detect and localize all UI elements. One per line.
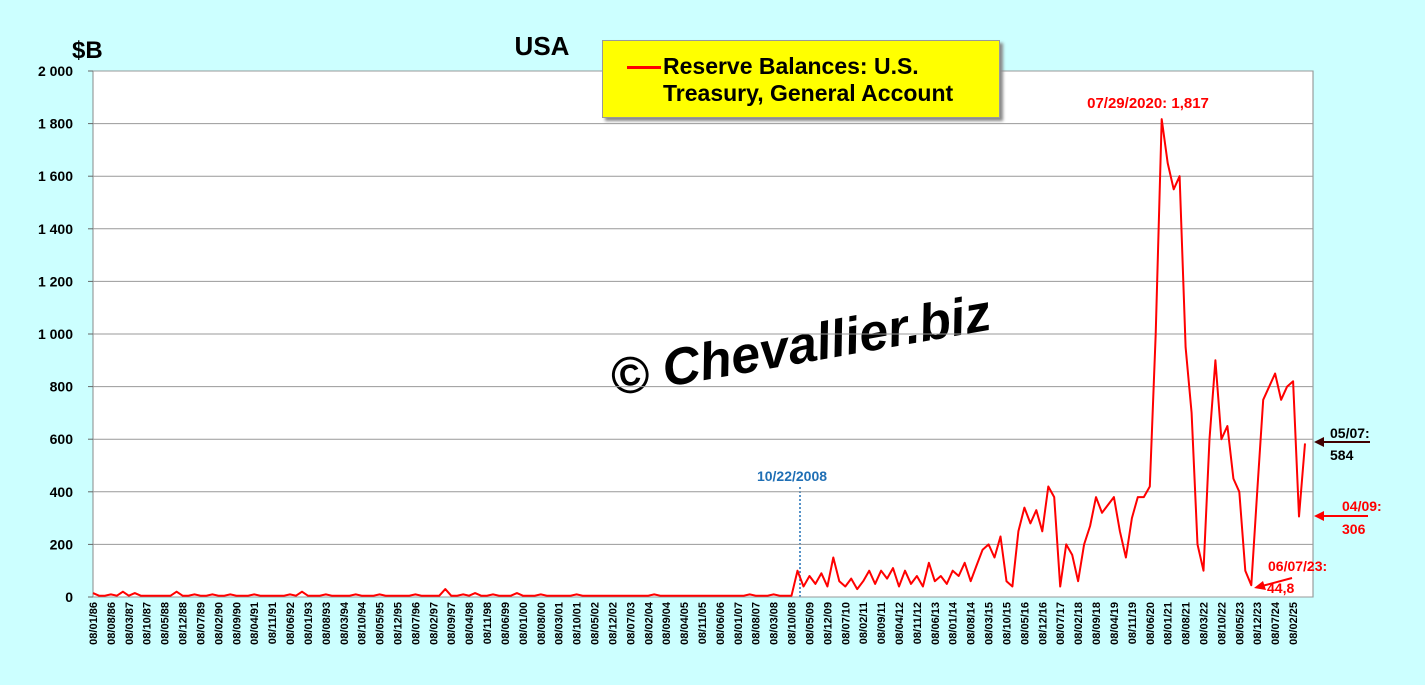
x-tick-label: 08/05/09 (804, 602, 816, 645)
x-tick-label: 08/04/12 (894, 602, 906, 645)
x-tick-label: 08/08/93 (321, 602, 333, 645)
x-tick-label: 08/06/92 (285, 602, 297, 645)
x-tick-label: 08/01/00 (518, 602, 530, 645)
x-tick-label: 08/12/02 (607, 602, 619, 645)
x-tick-label: 08/11/12 (912, 602, 924, 644)
x-tick-label: 08/09/90 (231, 602, 243, 645)
x-tick-label: 08/07/10 (840, 602, 852, 645)
y-tick-label: 800 (50, 379, 74, 395)
x-tick-label: 08/01/86 (88, 602, 100, 645)
x-tick-label: 08/12/88 (178, 602, 190, 645)
x-tick-label: 08/10/22 (1216, 602, 1228, 645)
legend-swatch (627, 66, 661, 69)
x-tick-label: 08/06/20 (1145, 602, 1157, 645)
y-unit: $B (72, 37, 103, 64)
x-tick-label: 08/11/91 (267, 602, 279, 644)
arrow (1261, 577, 1293, 587)
x-tick-label: 08/08/00 (536, 602, 548, 645)
x-tick-label: 08/03/94 (339, 601, 351, 645)
x-tick-label: 08/09/11 (876, 602, 888, 644)
data-line (92, 118, 1306, 597)
x-tick-label: 08/08/86 (106, 602, 118, 645)
annotation: 584 (1330, 447, 1354, 463)
x-tick-label: 08/07/03 (625, 602, 637, 645)
y-tick-label: 1 000 (38, 326, 73, 342)
x-tick-label: 08/06/13 (930, 602, 942, 645)
x-tick-label: 08/04/05 (679, 602, 691, 645)
annotation: 06/07/23: (1268, 558, 1327, 574)
x-tick-label: 08/10/08 (787, 602, 799, 645)
x-tick-label: 08/05/16 (1019, 602, 1031, 645)
x-tick-label: 08/02/97 (428, 602, 440, 645)
x-tick-label: 08/01/14 (948, 601, 960, 645)
x-tick-label: 08/03/01 (554, 602, 566, 645)
chart-title: USA (515, 31, 570, 61)
x-tick-label: 08/02/18 (1073, 602, 1085, 645)
x-tick-label: 08/08/14 (966, 601, 978, 645)
arrow-head (1254, 581, 1266, 590)
x-tick-label: 08/09/04 (661, 601, 673, 645)
annotation: 07/29/2020: 1,817 (1087, 95, 1209, 112)
x-tick-label: 08/03/22 (1199, 602, 1211, 645)
y-tick-label: 1 800 (38, 116, 73, 132)
annotation: 05/07: (1330, 425, 1370, 441)
x-tick-label: 08/01/21 (1163, 602, 1175, 645)
arrow-head (1314, 437, 1324, 447)
x-tick-label: 08/11/05 (697, 602, 709, 644)
x-tick-label: 08/05/23 (1234, 602, 1246, 645)
y-tick-label: 600 (50, 431, 74, 447)
x-tick-label: 08/02/04 (643, 601, 655, 645)
y-tick-label: 1 200 (38, 273, 73, 289)
x-tick-label: 08/07/89 (195, 602, 207, 645)
legend-label: Reserve Balances: U.S. Treasury, General… (663, 53, 954, 106)
x-tick-label: 08/10/87 (142, 602, 154, 645)
x-tick-label: 08/09/97 (446, 602, 458, 645)
x-tick-label: 08/03/08 (769, 602, 781, 645)
x-tick-label: 08/10/94 (357, 601, 369, 645)
y-tick-label: 2 000 (38, 63, 73, 79)
x-tick-label: 08/10/15 (1001, 602, 1013, 645)
x-tick-label: 08/07/24 (1270, 601, 1282, 645)
annotation: 44,8 (1267, 580, 1294, 596)
legend: Reserve Balances: U.S. Treasury, General… (602, 40, 1000, 118)
x-tick-label: 08/01/93 (303, 602, 315, 645)
x-tick-label: 08/03/87 (124, 602, 136, 645)
x-tick-label: 08/04/19 (1109, 602, 1121, 645)
y-tick-label: 400 (50, 484, 74, 500)
x-tick-label: 08/08/07 (751, 602, 763, 645)
y-tick-label: 200 (50, 536, 74, 552)
arrow-head (1314, 511, 1324, 521)
x-tick-label: 08/02/25 (1288, 602, 1300, 645)
x-tick-label: 08/04/98 (464, 602, 476, 645)
x-tick-label: 08/05/88 (160, 602, 172, 645)
y-tick-label: 1 600 (38, 168, 73, 184)
annotation: 306 (1342, 521, 1366, 537)
x-tick-label: 08/08/21 (1181, 602, 1193, 645)
x-tick-label: 08/05/95 (375, 602, 387, 645)
x-tick-label: 08/11/98 (482, 602, 494, 644)
x-tick-label: 08/07/96 (410, 602, 422, 645)
annotation: 04/09: (1342, 498, 1382, 514)
x-tick-label: 08/04/91 (249, 602, 261, 645)
y-tick-label: 1 400 (38, 221, 73, 237)
y-tick-label: 0 (65, 589, 73, 605)
x-tick-label: 08/07/17 (1055, 602, 1067, 645)
x-tick-label: 08/06/99 (500, 602, 512, 645)
x-tick-label: 08/09/18 (1091, 602, 1103, 645)
x-tick-label: 08/03/15 (984, 602, 996, 645)
x-tick-label: 08/12/23 (1252, 602, 1264, 645)
annotation: 10/22/2008 (757, 468, 827, 484)
x-tick-label: 08/10/01 (572, 602, 584, 645)
x-tick-label: 08/06/06 (715, 602, 727, 645)
x-tick-label: 08/12/95 (392, 602, 404, 645)
x-tick-label: 08/02/90 (213, 602, 225, 645)
x-tick-label: 08/05/02 (590, 602, 602, 645)
x-tick-label: 08/02/11 (858, 602, 870, 644)
x-tick-label: 08/12/16 (1037, 602, 1049, 645)
x-tick-label: 08/11/19 (1127, 602, 1139, 644)
x-tick-label: 08/12/09 (822, 602, 834, 645)
x-tick-label: 08/01/07 (733, 602, 745, 645)
